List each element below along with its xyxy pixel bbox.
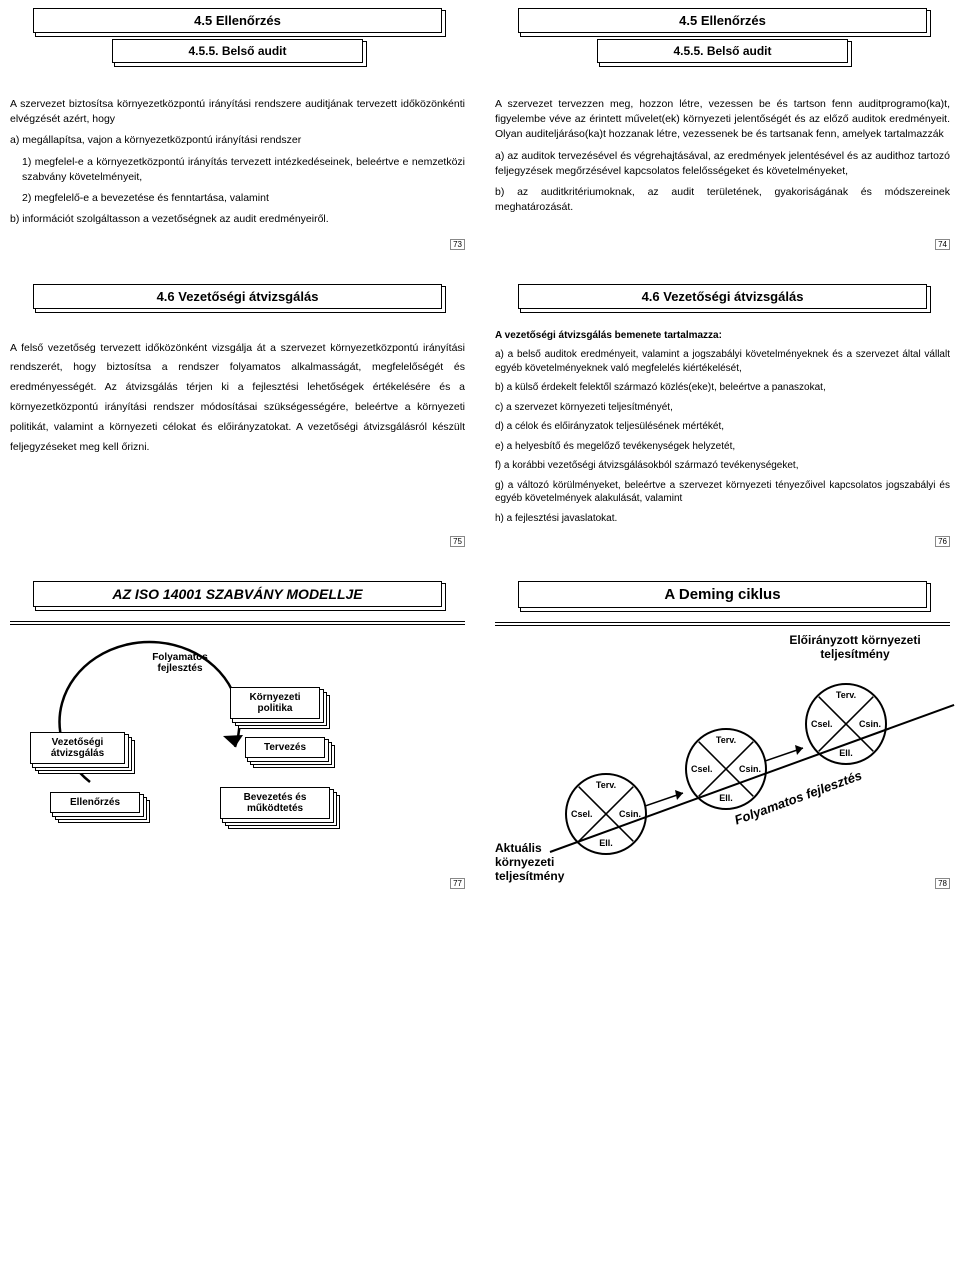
q-terv: Terv. <box>567 780 645 790</box>
slide-74: 4.5 Ellenőrzés 4.5.5. Belső audit A szer… <box>495 8 950 234</box>
para: h) a fejlesztési javaslatokat. <box>495 512 950 526</box>
para: 2) megfelelő-e a bevezetése és fenntartá… <box>10 191 465 206</box>
label-folyamatos: Folyamatos fejlesztés <box>140 652 220 674</box>
slide-75: 4.6 Vezetőségi átvizsgálás A felső vezet… <box>10 284 465 532</box>
q-ell: Ell. <box>687 793 765 803</box>
para: A szervezet tervezzen meg, hozzon létre,… <box>495 97 950 143</box>
label-aktualis: Aktuális környezeti teljesítmény <box>495 841 595 883</box>
page-number: 76 <box>935 536 950 547</box>
para: a) az auditok tervezésével és végrehajtá… <box>495 149 950 179</box>
page-number: 73 <box>450 239 465 250</box>
box-ellenorzes: Ellenőrzés <box>50 792 140 813</box>
divider <box>495 622 950 623</box>
box-vezetosegi: Vezetőségi átvizsgálás <box>30 732 125 764</box>
para: d) a célok és előirányzatok teljesülésén… <box>495 420 950 434</box>
pdca-circle-2: Terv. Csin. Ell. Csel. <box>685 728 767 810</box>
box-bevezetes: Bevezetés és működtetés <box>220 787 330 819</box>
slide-76: 4.6 Vezetőségi átvizsgálás A vezetőségi … <box>495 284 950 532</box>
slide-title: 4.5 Ellenőrzés <box>518 8 928 33</box>
para: c) a szervezet környezeti teljesítményét… <box>495 401 950 415</box>
label-eloiranyzott: Előirányzott környezeti teljesítmény <box>765 633 945 661</box>
q-ell: Ell. <box>807 748 885 758</box>
para: b) az auditkritériumoknak, az audit terü… <box>495 185 950 215</box>
iso-model-diagram: Folyamatos fejlesztés Környezeti politik… <box>10 632 465 862</box>
page-number: 74 <box>935 239 950 250</box>
q-terv: Terv. <box>807 690 885 700</box>
slide-78: A Deming ciklus Előirányzott környezeti … <box>495 581 950 873</box>
q-terv: Terv. <box>687 735 765 745</box>
q-csin: Csin. <box>619 809 641 819</box>
divider <box>10 621 465 622</box>
slide-title: AZ ISO 14001 SZABVÁNY MODELLJE <box>33 581 443 607</box>
para: b) a külső érdekelt felektől származó kö… <box>495 381 950 395</box>
slide-title: A Deming ciklus <box>518 581 928 608</box>
page-number: 77 <box>450 878 465 889</box>
q-csel: Csel. <box>691 764 713 774</box>
page-number: 75 <box>450 536 465 547</box>
slide-77: AZ ISO 14001 SZABVÁNY MODELLJE Folyamato… <box>10 581 465 873</box>
box-tervezes: Tervezés <box>245 737 325 758</box>
slide-73: 4.5 Ellenőrzés 4.5.5. Belső audit A szer… <box>10 8 465 234</box>
para: 1) megfelel-e a környezetközpontú irányí… <box>10 155 465 185</box>
para: a) megállapítsa, vajon a környezetközpon… <box>10 133 465 148</box>
slide-body: A vezetőségi átvizsgálás bemenete tartal… <box>495 329 950 532</box>
q-csin: Csin. <box>859 719 881 729</box>
para: b) információt szolgáltasson a vezetőség… <box>10 212 465 227</box>
pdca-circle-3: Terv. Csin. Ell. Csel. <box>805 683 887 765</box>
q-csin: Csin. <box>739 764 761 774</box>
para: A vezetőségi átvizsgálás bemenete tartal… <box>495 329 950 343</box>
para: a) a belső auditok eredményeit, valamint… <box>495 348 950 375</box>
slide-body: A felső vezetőség tervezett időközönként… <box>10 339 465 465</box>
slide-title: 4.5 Ellenőrzés <box>33 8 443 33</box>
para: e) a helyesbítő és megelőző tevékenysége… <box>495 440 950 454</box>
q-csel: Csel. <box>571 809 593 819</box>
deming-diagram: Előirányzott környezeti teljesítmény Fol… <box>495 633 950 873</box>
box-politika: Környezeti politika <box>230 687 320 719</box>
slide-title: 4.6 Vezetőségi átvizsgálás <box>33 284 443 309</box>
slide-subtitle: 4.5.5. Belső audit <box>112 39 362 63</box>
para: f) a korábbi vezetőségi átvizsgálásokból… <box>495 459 950 473</box>
slide-title: 4.6 Vezetőségi átvizsgálás <box>518 284 928 309</box>
para: A felső vezetőség tervezett időközönként… <box>10 339 465 459</box>
para: g) a változó körülményeket, beleértve a … <box>495 479 950 506</box>
slide-subtitle: 4.5.5. Belső audit <box>597 39 847 63</box>
slide-body: A szervezet biztosítsa környezetközpontú… <box>10 97 465 234</box>
para: A szervezet biztosítsa környezetközpontú… <box>10 97 465 127</box>
slide-body: A szervezet tervezzen meg, hozzon létre,… <box>495 97 950 222</box>
page-number: 78 <box>935 878 950 889</box>
q-csel: Csel. <box>811 719 833 729</box>
